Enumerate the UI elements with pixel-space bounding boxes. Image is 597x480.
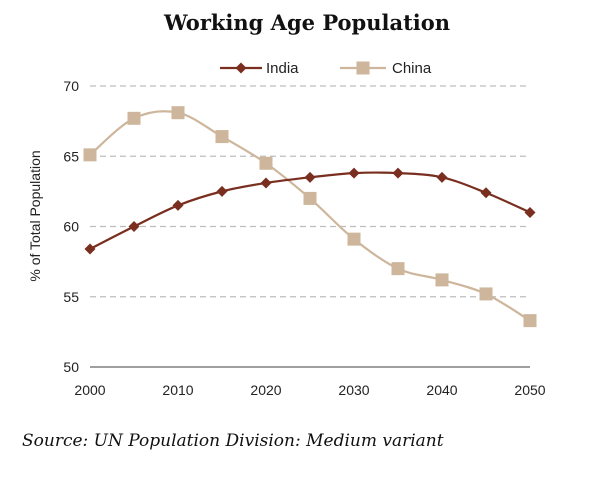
- china-markers: [83, 106, 537, 328]
- y-axis-label: % of Total Population: [27, 150, 43, 281]
- x-tick-label: 2010: [162, 382, 193, 398]
- legend-label-china: China: [392, 60, 432, 77]
- series-lines: [89, 110, 531, 322]
- legend-item-india: India: [220, 60, 299, 77]
- y-tick-label: 70: [63, 78, 79, 94]
- x-tick-labels: 2000 2010 2020 2030 2040 2050: [74, 382, 545, 398]
- india-point: [304, 171, 316, 183]
- india-point: [348, 167, 360, 179]
- india-point: [392, 167, 404, 179]
- india-point: [436, 171, 448, 183]
- y-tick-labels: 50 55 60 65 70: [63, 78, 79, 375]
- china-point: [83, 148, 97, 162]
- india-point: [480, 187, 492, 199]
- y-tick-label: 65: [63, 148, 79, 164]
- china-point: [523, 314, 537, 328]
- india-point: [172, 199, 184, 211]
- chart-title: Working Age Population: [163, 10, 450, 35]
- series-markers: [83, 106, 537, 328]
- china-point: [171, 106, 185, 120]
- india-point: [128, 221, 140, 232]
- legend-swatch-marker: [356, 61, 370, 75]
- china-point: [435, 273, 449, 287]
- china-point: [127, 111, 141, 125]
- india-point: [524, 206, 536, 218]
- x-tick-label: 2050: [514, 382, 545, 398]
- y-tick-label: 55: [63, 289, 79, 305]
- china-point: [259, 156, 273, 170]
- x-tick-label: 2040: [426, 382, 457, 398]
- china-point: [347, 232, 361, 246]
- india-markers: [84, 167, 536, 255]
- china-point: [479, 287, 493, 301]
- china-point: [215, 130, 229, 144]
- india-line: [89, 171, 531, 250]
- legend-swatch-marker: [235, 62, 247, 74]
- china-point: [391, 262, 405, 276]
- x-tick-label: 2030: [338, 382, 369, 398]
- india-point: [216, 185, 228, 197]
- china-point: [303, 191, 317, 205]
- source-note: Source: UN Population Division: Medium v…: [22, 431, 444, 451]
- x-tick-label: 2020: [250, 382, 281, 398]
- india-point: [84, 243, 96, 255]
- x-tick-label: 2000: [74, 382, 105, 398]
- y-tick-label: 50: [63, 359, 79, 375]
- legend-label-india: India: [266, 60, 299, 77]
- gridlines: [90, 85, 530, 298]
- legend-item-china: China: [340, 60, 432, 77]
- y-tick-label: 60: [63, 219, 79, 235]
- legend: India China: [220, 60, 432, 77]
- india-point: [260, 177, 272, 189]
